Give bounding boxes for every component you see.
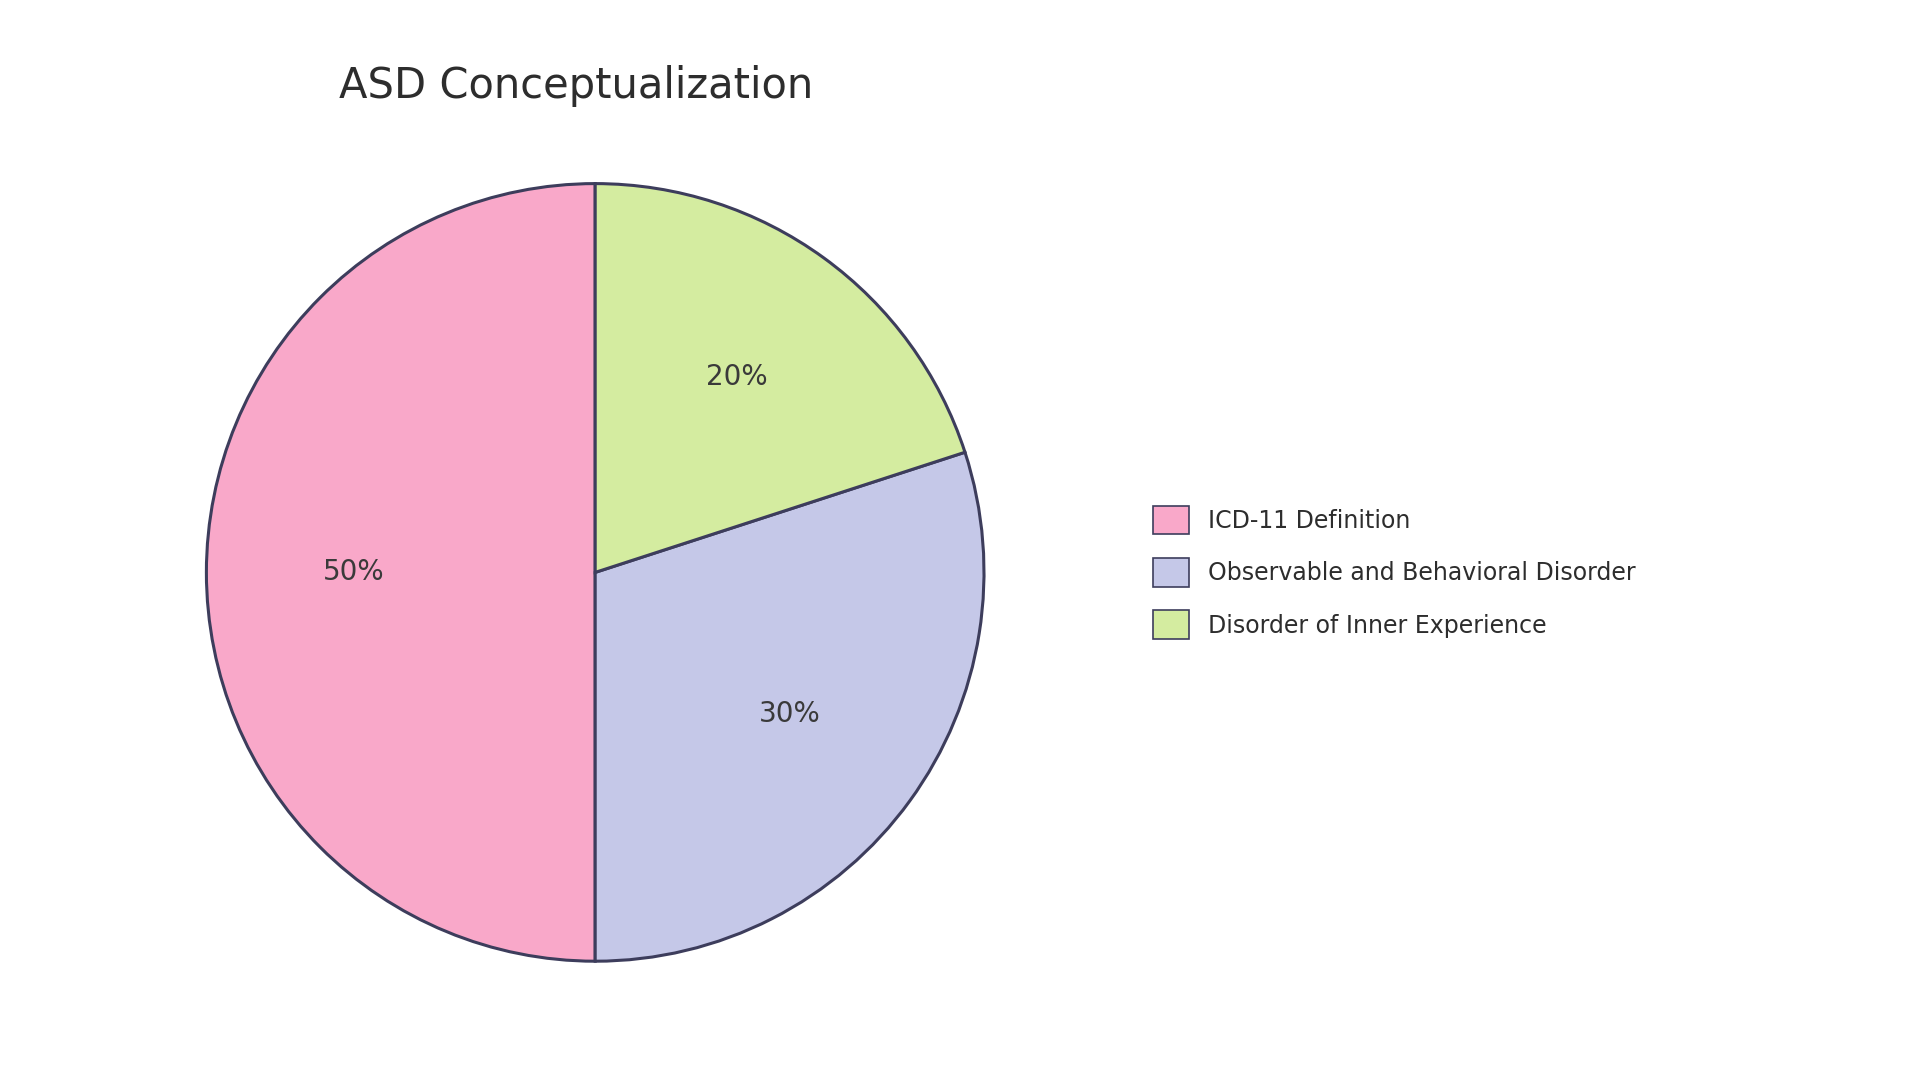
Text: 30%: 30%	[758, 700, 822, 728]
Wedge shape	[595, 184, 966, 572]
Text: ASD Conceptualization: ASD Conceptualization	[338, 65, 814, 107]
Text: 20%: 20%	[707, 363, 768, 391]
Legend: ICD-11 Definition, Observable and Behavioral Disorder, Disorder of Inner Experie: ICD-11 Definition, Observable and Behavi…	[1142, 494, 1647, 651]
Text: 50%: 50%	[323, 558, 384, 586]
Wedge shape	[207, 184, 595, 961]
Wedge shape	[595, 453, 983, 961]
